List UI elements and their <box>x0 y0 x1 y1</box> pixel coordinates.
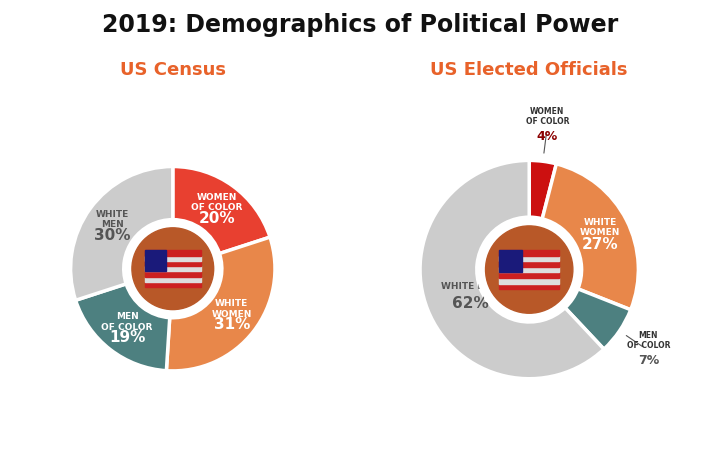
Wedge shape <box>71 167 173 300</box>
Text: WOMEN
OF COLOR: WOMEN OF COLOR <box>526 107 569 127</box>
Bar <box>145 261 201 266</box>
Bar <box>499 255 559 261</box>
Text: 4%: 4% <box>536 130 558 143</box>
Bar <box>145 277 201 282</box>
Bar <box>145 266 201 271</box>
Text: WHITE
WOMEN: WHITE WOMEN <box>580 218 621 237</box>
Bar <box>499 273 559 278</box>
Text: 19%: 19% <box>109 330 145 345</box>
Bar <box>145 250 166 271</box>
Bar <box>499 284 559 289</box>
Wedge shape <box>565 289 631 349</box>
Text: 2019: Demographics of Political Power: 2019: Demographics of Political Power <box>102 13 618 37</box>
Wedge shape <box>420 160 604 379</box>
Bar <box>145 271 201 277</box>
Text: MEN
OF COLOR: MEN OF COLOR <box>626 331 670 350</box>
Text: 20%: 20% <box>198 211 235 226</box>
Text: US Census: US Census <box>120 61 226 79</box>
Circle shape <box>477 217 582 322</box>
Circle shape <box>132 228 214 309</box>
Bar <box>499 250 559 255</box>
Text: US Elected Officials: US Elected Officials <box>431 61 628 79</box>
Text: 30%: 30% <box>94 228 131 242</box>
Text: WHITE MEN: WHITE MEN <box>441 282 500 291</box>
Text: WOMEN
OF COLOR: WOMEN OF COLOR <box>191 193 243 212</box>
Text: MEN
OF COLOR: MEN OF COLOR <box>102 313 153 332</box>
Text: 31%: 31% <box>214 317 250 332</box>
Bar <box>499 261 559 267</box>
Wedge shape <box>542 164 639 310</box>
Bar <box>499 267 559 273</box>
Text: WHITE
WOMEN: WHITE WOMEN <box>212 299 252 318</box>
Bar <box>145 250 201 255</box>
Circle shape <box>485 226 573 313</box>
Bar <box>145 255 201 261</box>
Text: WHITE
MEN: WHITE MEN <box>96 210 129 229</box>
Text: 7%: 7% <box>638 354 659 367</box>
Bar <box>499 250 522 273</box>
Text: 62%: 62% <box>452 296 489 311</box>
Bar <box>499 278 559 284</box>
Bar <box>145 282 201 287</box>
Wedge shape <box>173 167 270 254</box>
Wedge shape <box>529 160 557 219</box>
Circle shape <box>124 220 222 318</box>
Wedge shape <box>76 284 170 371</box>
Wedge shape <box>166 237 275 371</box>
Text: 27%: 27% <box>582 237 618 252</box>
